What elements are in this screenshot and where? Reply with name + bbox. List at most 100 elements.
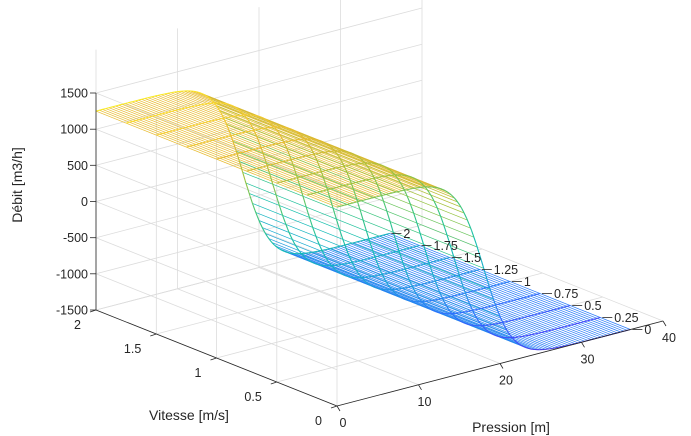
mesh-line-y xyxy=(517,342,521,346)
mesh-line-y xyxy=(215,104,219,109)
mesh-line-y xyxy=(280,136,284,142)
mesh-line-y xyxy=(264,231,268,237)
mesh-line-y xyxy=(445,232,450,241)
mesh-line-y xyxy=(333,186,337,189)
mesh-line-y xyxy=(468,291,471,293)
mesh-line-y xyxy=(425,262,428,265)
mesh-line-y xyxy=(420,236,425,245)
mesh-line-y xyxy=(160,132,164,135)
mesh-line-y xyxy=(156,94,160,97)
mesh-line-y xyxy=(364,280,368,284)
mesh-line-y xyxy=(196,104,200,107)
mesh-line-y xyxy=(130,120,134,123)
mesh-line-y xyxy=(312,227,316,235)
mesh-line-y xyxy=(313,172,317,175)
mesh-line-y xyxy=(249,195,254,204)
mesh-line-y xyxy=(384,233,388,236)
mesh-line-y xyxy=(403,287,407,289)
mesh-line-y xyxy=(217,108,222,113)
mesh-line-y xyxy=(420,263,423,266)
mesh-line-y xyxy=(225,121,229,129)
mesh-line-y xyxy=(520,344,524,347)
mesh-line-y xyxy=(185,126,189,129)
mesh-line-y xyxy=(440,294,444,300)
mesh-line-y xyxy=(556,346,560,349)
mesh-line-y xyxy=(389,287,393,291)
mesh-line-y xyxy=(426,188,430,193)
mesh-line-y xyxy=(284,140,288,143)
mesh-line-y xyxy=(453,197,458,202)
mesh-line-y xyxy=(233,105,237,109)
mesh-line-y xyxy=(276,181,280,184)
mesh-line-y xyxy=(301,175,304,178)
mesh-line-y xyxy=(444,189,448,193)
mesh-line-y xyxy=(205,140,209,143)
mesh-line-y xyxy=(476,308,480,311)
contour-level-label: 0 xyxy=(644,323,651,337)
mesh-line-y xyxy=(262,145,266,148)
mesh-line-y xyxy=(375,181,380,189)
mesh-line-y xyxy=(566,344,570,347)
mesh-line-y xyxy=(338,185,342,188)
mesh-line-y xyxy=(505,301,509,303)
z-tick-label: -1000 xyxy=(56,267,88,281)
mesh-line-y xyxy=(271,242,275,246)
mesh-line-y xyxy=(288,178,292,181)
mesh-line-y xyxy=(456,200,460,205)
mesh-line-y xyxy=(156,133,159,136)
mesh-line-y xyxy=(492,333,496,336)
mesh-line-y xyxy=(363,258,366,261)
mesh-line-y xyxy=(240,132,243,134)
mesh-line-y xyxy=(174,109,178,112)
mesh-line-y xyxy=(415,220,420,229)
mesh-line-y xyxy=(414,291,419,297)
mesh-line-y xyxy=(347,175,352,183)
contour-level-label: 0.75 xyxy=(554,287,578,301)
x-tick-label: 40 xyxy=(662,331,676,345)
mesh-line-y xyxy=(157,113,161,116)
mesh-line-y xyxy=(445,277,449,279)
mesh-line-y xyxy=(274,244,278,248)
mesh-line-y xyxy=(585,320,589,322)
mesh-line-y xyxy=(112,105,116,108)
mesh-line-y xyxy=(345,243,348,246)
mesh-line-y xyxy=(195,123,198,126)
mesh-line-y xyxy=(447,276,451,279)
mesh-line-y xyxy=(188,145,192,148)
mesh-line-y xyxy=(319,139,322,142)
mesh-line-y xyxy=(517,298,521,300)
mesh-line-y xyxy=(575,322,579,325)
mesh-line-y xyxy=(312,153,316,156)
mesh-line-y xyxy=(510,299,514,302)
mesh-line-y xyxy=(369,284,373,287)
mesh-line-y xyxy=(449,192,453,196)
mesh-line-y xyxy=(161,93,165,96)
mesh-line-y xyxy=(410,187,413,190)
mesh-line-y xyxy=(512,299,516,302)
mesh-line-y xyxy=(110,106,114,108)
mesh-line-y xyxy=(351,202,355,204)
mesh-line-y xyxy=(358,180,361,183)
mesh-line-y xyxy=(467,271,471,274)
mesh-line-y xyxy=(324,255,328,261)
mesh-line-y xyxy=(538,331,542,334)
mesh-line-y xyxy=(518,317,522,320)
y-tick-mark xyxy=(330,405,338,409)
contour-level-label: 0.5 xyxy=(584,299,601,313)
mesh-line-y xyxy=(442,258,445,260)
mesh-line-y xyxy=(463,212,468,219)
mesh-line-y xyxy=(534,293,538,296)
mesh-line-y xyxy=(249,129,253,132)
mesh-line-y xyxy=(375,176,378,179)
mesh-line-y xyxy=(380,194,384,197)
mesh-line-y xyxy=(200,142,204,144)
x-tick-label: 20 xyxy=(499,374,513,388)
mesh-line-y xyxy=(371,285,375,288)
mesh-line-y xyxy=(516,318,519,320)
mesh-line-y xyxy=(407,299,410,302)
mesh-line-y xyxy=(308,173,312,176)
mesh-line-y xyxy=(169,91,172,94)
side-wall-grid-line xyxy=(95,164,338,262)
mesh-line-y xyxy=(465,294,469,301)
mesh-line-y xyxy=(202,121,206,124)
